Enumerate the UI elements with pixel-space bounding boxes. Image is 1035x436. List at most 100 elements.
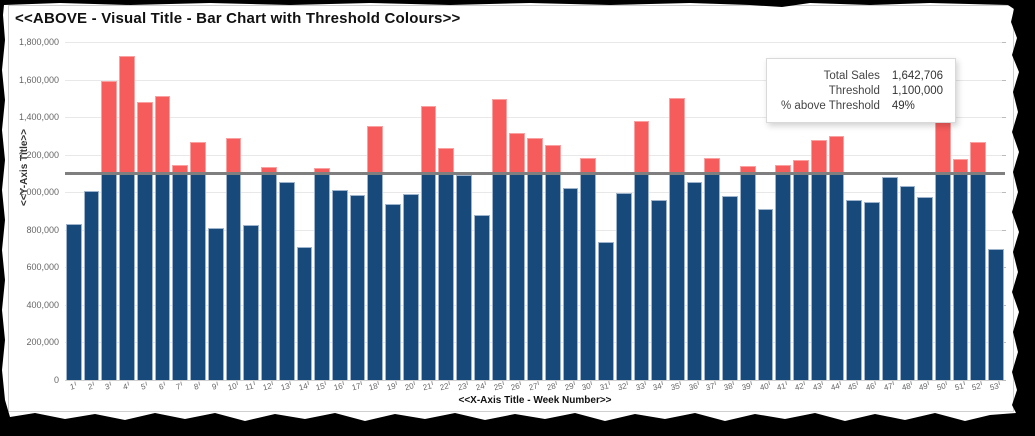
bar-segment-above-threshold[interactable]	[970, 141, 987, 174]
bar-week-30[interactable]	[579, 42, 597, 380]
bar-week-28[interactable]	[544, 42, 562, 380]
bar-segment-below-threshold[interactable]	[456, 175, 472, 380]
bar-week-37[interactable]	[703, 42, 721, 380]
bar-segment-below-threshold[interactable]	[739, 173, 756, 380]
bar-week-19[interactable]	[384, 42, 402, 380]
bar-segment-above-threshold[interactable]	[101, 81, 118, 174]
bar-week-32[interactable]	[615, 42, 633, 380]
bar-segment-below-threshold[interactable]	[527, 173, 543, 380]
bar-week-25[interactable]	[491, 42, 509, 380]
bar-segment-above-threshold[interactable]	[225, 137, 242, 174]
bar-segment-below-threshold[interactable]	[757, 209, 774, 380]
bar-week-4[interactable]	[118, 42, 136, 380]
bar-week-23[interactable]	[455, 42, 473, 380]
bar-segment-above-threshold[interactable]	[491, 99, 508, 174]
bar-week-27[interactable]	[526, 42, 544, 380]
bar-week-11[interactable]	[242, 42, 260, 380]
bar-segment-above-threshold[interactable]	[544, 145, 561, 174]
bar-segment-below-threshold[interactable]	[598, 241, 614, 380]
bar-week-13[interactable]	[278, 42, 296, 380]
bar-segment-below-threshold[interactable]	[190, 173, 206, 380]
bar-week-12[interactable]	[260, 42, 278, 380]
bar-segment-below-threshold[interactable]	[934, 173, 951, 380]
bar-segment-below-threshold[interactable]	[544, 173, 561, 380]
bar-week-34[interactable]	[650, 42, 668, 380]
bar-week-6[interactable]	[154, 42, 172, 380]
bar-week-21[interactable]	[420, 42, 438, 380]
bar-segment-above-threshold[interactable]	[704, 157, 721, 174]
bar-week-33[interactable]	[633, 42, 651, 380]
bar-segment-below-threshold[interactable]	[810, 173, 827, 380]
bar-segment-above-threshold[interactable]	[438, 148, 455, 174]
bar-segment-above-threshold[interactable]	[828, 135, 845, 174]
bar-segment-below-threshold[interactable]	[367, 173, 384, 380]
bar-segment-below-threshold[interactable]	[225, 173, 242, 380]
bar-segment-below-threshold[interactable]	[846, 199, 863, 380]
bar-segment-above-threshold[interactable]	[668, 98, 685, 174]
bar-segment-above-threshold[interactable]	[633, 120, 650, 174]
bar-segment-above-threshold[interactable]	[190, 141, 206, 174]
bar-segment-below-threshold[interactable]	[580, 173, 597, 380]
bar-segment-below-threshold[interactable]	[136, 173, 153, 380]
bar-segment-below-threshold[interactable]	[917, 196, 933, 380]
bar-week-15[interactable]	[313, 42, 331, 380]
bar-week-8[interactable]	[189, 42, 207, 380]
bar-segment-below-threshold[interactable]	[261, 173, 277, 380]
bar-week-10[interactable]	[225, 42, 243, 380]
bar-segment-below-threshold[interactable]	[722, 195, 738, 380]
bar-week-31[interactable]	[597, 42, 615, 380]
bar-segment-below-threshold[interactable]	[154, 173, 171, 380]
bar-segment-below-threshold[interactable]	[349, 195, 366, 380]
bar-week-7[interactable]	[171, 42, 189, 380]
bar-segment-below-threshold[interactable]	[243, 225, 260, 380]
bar-segment-below-threshold[interactable]	[704, 173, 721, 380]
bar-segment-below-threshold[interactable]	[793, 173, 809, 380]
bar-week-35[interactable]	[668, 42, 686, 380]
bar-week-3[interactable]	[100, 42, 118, 380]
bar-week-24[interactable]	[473, 42, 491, 380]
bar-segment-below-threshold[interactable]	[420, 173, 437, 380]
bar-week-26[interactable]	[508, 42, 526, 380]
bar-segment-below-threshold[interactable]	[83, 191, 100, 380]
bar-segment-below-threshold[interactable]	[899, 185, 916, 380]
bar-segment-below-threshold[interactable]	[686, 181, 703, 380]
bar-segment-below-threshold[interactable]	[970, 173, 987, 380]
bar-segment-below-threshold[interactable]	[473, 214, 490, 380]
bar-segment-below-threshold[interactable]	[278, 181, 295, 380]
bar-segment-above-threshold[interactable]	[810, 139, 827, 174]
bar-segment-below-threshold[interactable]	[66, 224, 82, 380]
bar-segment-above-threshold[interactable]	[367, 125, 384, 174]
bar-segment-above-threshold[interactable]	[580, 157, 597, 174]
bar-segment-below-threshold[interactable]	[172, 173, 189, 380]
bar-week-18[interactable]	[366, 42, 384, 380]
bar-segment-below-threshold[interactable]	[881, 177, 898, 380]
bar-segment-above-threshold[interactable]	[420, 105, 437, 174]
bar-segment-below-threshold[interactable]	[864, 201, 880, 380]
bar-segment-above-threshold[interactable]	[952, 159, 969, 174]
bar-segment-below-threshold[interactable]	[988, 248, 1004, 380]
bar-segment-below-threshold[interactable]	[438, 173, 455, 380]
bar-week-22[interactable]	[437, 42, 455, 380]
bar-segment-below-threshold[interactable]	[332, 190, 348, 380]
bar-week-1[interactable]	[65, 42, 83, 380]
bar-week-5[interactable]	[136, 42, 154, 380]
bar-segment-below-threshold[interactable]	[615, 193, 632, 380]
bar-segment-below-threshold[interactable]	[952, 173, 969, 380]
bar-segment-below-threshold[interactable]	[402, 194, 419, 380]
bar-segment-below-threshold[interactable]	[119, 173, 135, 380]
bar-segment-above-threshold[interactable]	[509, 133, 526, 174]
bar-week-9[interactable]	[207, 42, 225, 380]
bar-week-52[interactable]	[969, 42, 987, 380]
bar-segment-above-threshold[interactable]	[119, 56, 135, 174]
bar-segment-below-threshold[interactable]	[562, 187, 579, 380]
bar-segment-below-threshold[interactable]	[651, 199, 667, 380]
bar-segment-below-threshold[interactable]	[207, 227, 224, 380]
bar-week-20[interactable]	[402, 42, 420, 380]
bar-segment-below-threshold[interactable]	[509, 173, 526, 380]
bar-segment-below-threshold[interactable]	[101, 173, 118, 380]
bar-week-16[interactable]	[331, 42, 349, 380]
bar-segment-below-threshold[interactable]	[668, 173, 685, 380]
bar-week-36[interactable]	[686, 42, 704, 380]
bar-segment-below-threshold[interactable]	[314, 173, 331, 380]
bar-segment-below-threshold[interactable]	[296, 246, 313, 380]
